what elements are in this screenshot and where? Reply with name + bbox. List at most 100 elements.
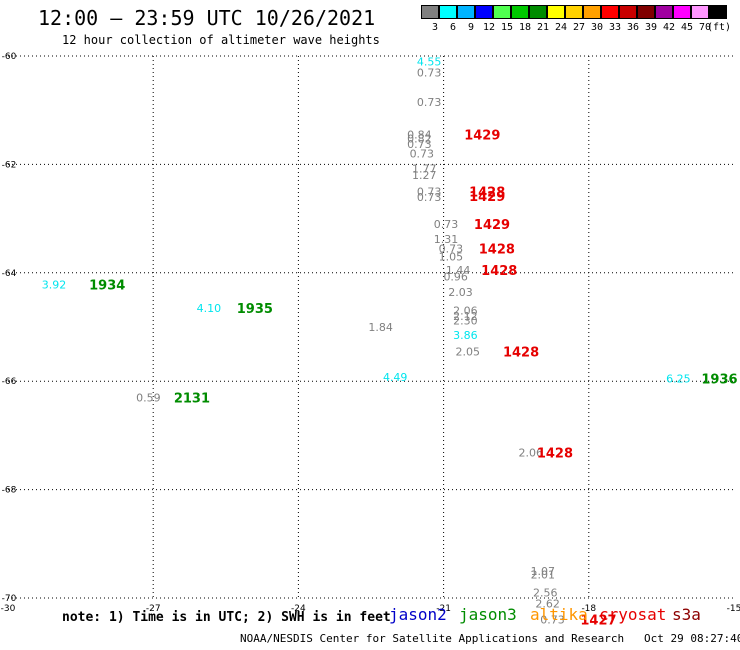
x-tick-label: -24: [291, 604, 306, 614]
wave-height-label: 2.05: [456, 345, 481, 358]
color-scale-label: 33: [609, 22, 622, 33]
footer-credit: NOAA/NESDIS Center for Satellite Applica…: [240, 632, 740, 645]
x-tick-label: -21: [436, 604, 451, 614]
color-scale-swatch: [601, 5, 619, 19]
color-scale-label: 21: [537, 22, 550, 33]
color-scale-label: 45: [681, 22, 694, 33]
color-scale-swatch: [583, 5, 601, 19]
wave-height-label: 0.73: [417, 96, 442, 109]
mission-label-jason3: jason3: [459, 605, 517, 624]
color-scale-swatch: [709, 5, 727, 19]
mission-label-jason2: jason2: [389, 605, 447, 624]
color-scale-unit: (ft): [707, 22, 732, 33]
wave-height-label: 2.56: [533, 587, 558, 600]
wave-height-label: 6.25: [666, 372, 691, 385]
color-scale-swatch: [547, 5, 565, 19]
wave-height-label: 0.73: [439, 242, 464, 255]
pass-time-label: 2131: [174, 391, 210, 406]
y-tick-label: -62: [2, 160, 17, 170]
wave-height-label: 2.30: [453, 314, 478, 327]
x-tick-label: -30: [1, 604, 16, 614]
footer-note: note: 1) Time is in UTC; 2) SWH is in fe…: [62, 610, 391, 625]
wave-height-label: 3.86: [453, 329, 478, 342]
wave-height-label: 0.84: [407, 129, 432, 142]
wave-height-label: 0.73: [434, 218, 459, 231]
wave-height-label: 1.44: [446, 264, 471, 277]
pass-time-label: 1428: [503, 345, 539, 360]
y-tick-label: -64: [2, 269, 17, 279]
wave-height-label: 4.55: [417, 55, 442, 68]
pass-time-label: 1429: [474, 218, 510, 233]
wave-height-label: 0.73: [417, 186, 442, 199]
x-tick-label: -18: [581, 604, 596, 614]
color-scale-swatch: [691, 5, 709, 19]
color-scale-swatch: [511, 5, 529, 19]
wave-height-label: 0.59: [136, 391, 161, 404]
wave-height-label: 0.96: [443, 271, 468, 284]
pass-time-label: 1934: [89, 279, 125, 294]
y-tick-label: -60: [2, 52, 17, 62]
wave-height-label: 1.31: [434, 233, 459, 246]
color-scale-swatch: [439, 5, 457, 19]
wave-height-label: 2.03: [448, 286, 473, 299]
color-scale-swatch: [655, 5, 673, 19]
wave-height-label: 1.07: [531, 565, 556, 578]
color-scale-label: 18: [519, 22, 532, 33]
wave-height-label: 4.10: [197, 302, 222, 315]
x-tick-label: -27: [146, 604, 161, 614]
color-scale-label: 6: [450, 22, 457, 33]
y-tick-label: -70: [2, 594, 17, 604]
color-scale-swatch: [421, 5, 439, 19]
mission-label-cryosat: cryosat: [599, 605, 667, 624]
color-scale-label: 24: [555, 22, 568, 33]
color-scale-label: 70: [699, 22, 712, 33]
color-scale-label: 12: [483, 22, 496, 33]
chart-subtitle: 12 hour collection of altimeter wave hei…: [62, 33, 380, 47]
color-scale-label: 9: [468, 22, 475, 33]
chart-title: 12:00 – 23:59 UTC 10/26/2021: [38, 6, 376, 30]
color-scale-label: 30: [591, 22, 604, 33]
pass-time-label: 1429: [469, 190, 505, 205]
wave-height-label: 4.49: [383, 371, 408, 384]
color-scale-swatch: [619, 5, 637, 19]
color-scale-label: 27: [573, 22, 586, 33]
color-scale-swatch: [673, 5, 691, 19]
pass-time-label: 1428: [537, 447, 573, 462]
wave-height-label: 0.73: [410, 148, 435, 161]
pass-time-label: 1935: [237, 302, 273, 317]
pass-time-label: 1936: [701, 372, 737, 387]
color-scale-swatch: [637, 5, 655, 19]
pass-time-label: 1428: [481, 264, 517, 279]
wave-height-label: 0.82: [407, 132, 432, 145]
wave-height-label: 1.84: [368, 321, 393, 334]
pass-time-label: 1428: [469, 186, 505, 201]
color-scale-swatch: [475, 5, 493, 19]
wave-height-label: 2.06: [518, 447, 543, 460]
color-scale-swatch: [493, 5, 511, 19]
y-tick-label: -68: [2, 486, 17, 496]
color-scale-label: 42: [663, 22, 676, 33]
wave-height-label: 0.73: [417, 66, 442, 79]
wave-height-label: 0.73: [417, 191, 442, 204]
wave-height-label: 1.77: [412, 163, 437, 176]
wave-height-label: 1.05: [439, 251, 464, 264]
mission-label-altika: altika: [530, 605, 588, 624]
color-scale-label: 36: [627, 22, 640, 33]
wave-height-label: 2.06: [453, 305, 478, 318]
wave-height-label: 3.92: [42, 279, 67, 292]
wave-height-label: 0.73: [407, 138, 432, 151]
color-scale-label: 3: [432, 22, 439, 33]
wave-height-label: 2.12: [453, 310, 478, 323]
wave-height-label: 1.27: [412, 169, 437, 182]
x-tick-label: -15: [727, 604, 740, 614]
wave-height-label: 2.01: [531, 569, 556, 582]
y-tick-label: -66: [2, 377, 17, 387]
pass-time-label: 1428: [479, 242, 515, 257]
color-scale-label: 39: [645, 22, 658, 33]
wave-height-label: 2.62: [535, 597, 560, 610]
color-scale-swatch: [529, 5, 547, 19]
wave-height-label: 0.73: [540, 614, 565, 627]
color-scale-swatch: [565, 5, 583, 19]
